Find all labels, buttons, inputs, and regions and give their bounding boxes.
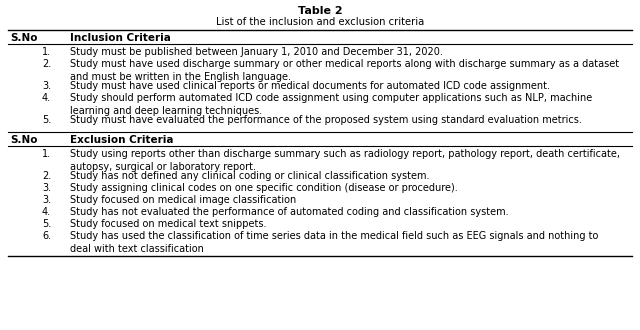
- Text: S.No: S.No: [10, 135, 38, 145]
- Text: 1.: 1.: [42, 149, 51, 159]
- Text: Study has used the classification of time series data in the medical field such : Study has used the classification of tim…: [70, 231, 598, 254]
- Text: Study focused on medical text snippets.: Study focused on medical text snippets.: [70, 219, 266, 229]
- Text: 4.: 4.: [42, 207, 51, 217]
- Text: 3.: 3.: [42, 81, 51, 91]
- Text: Study focused on medical image classification: Study focused on medical image classific…: [70, 195, 296, 205]
- Text: Inclusion Criteria: Inclusion Criteria: [70, 33, 171, 43]
- Text: List of the inclusion and exclusion criteria: List of the inclusion and exclusion crit…: [216, 17, 424, 27]
- Text: 5.: 5.: [42, 115, 51, 125]
- Text: Study should perform automated ICD code assignment using computer applications s: Study should perform automated ICD code …: [70, 93, 592, 116]
- Text: 6.: 6.: [42, 231, 51, 241]
- Text: Study must have evaluated the performance of the proposed system using standard : Study must have evaluated the performanc…: [70, 115, 582, 125]
- Text: 1.: 1.: [42, 47, 51, 57]
- Text: S.No: S.No: [10, 33, 38, 43]
- Text: Study using reports other than discharge summary such as radiology report, patho: Study using reports other than discharge…: [70, 149, 620, 172]
- Text: Study must have used discharge summary or other medical reports along with disch: Study must have used discharge summary o…: [70, 59, 619, 82]
- Text: 4.: 4.: [42, 93, 51, 103]
- Text: 5.: 5.: [42, 219, 51, 229]
- Text: Study has not evaluated the performance of automated coding and classification s: Study has not evaluated the performance …: [70, 207, 509, 217]
- Text: 2.: 2.: [42, 171, 51, 181]
- Text: Study must have used clinical reports or medical documents for automated ICD cod: Study must have used clinical reports or…: [70, 81, 550, 91]
- Text: 2.: 2.: [42, 59, 51, 69]
- Text: Study assigning clinical codes on one specific condition (disease or procedure).: Study assigning clinical codes on one sp…: [70, 183, 458, 193]
- Text: Study must be published between January 1, 2010 and December 31, 2020.: Study must be published between January …: [70, 47, 443, 57]
- Text: Table 2: Table 2: [298, 6, 342, 16]
- Text: Study has not defined any clinical coding or clinical classification system.: Study has not defined any clinical codin…: [70, 171, 429, 181]
- Text: 3.: 3.: [42, 195, 51, 205]
- Text: Exclusion Criteria: Exclusion Criteria: [70, 135, 173, 145]
- Text: 3.: 3.: [42, 183, 51, 193]
